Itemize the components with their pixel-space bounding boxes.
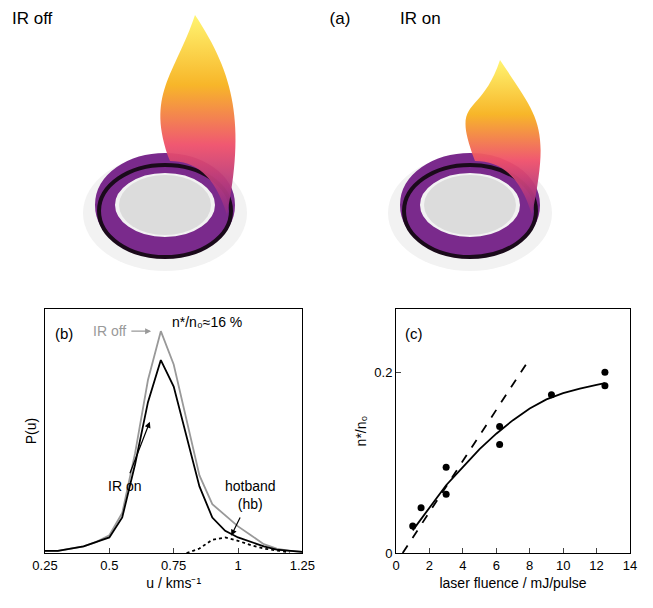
svg-text:0: 0 <box>385 546 392 561</box>
svg-text:1.25: 1.25 <box>290 558 315 573</box>
svg-text:(c): (c) <box>405 325 423 342</box>
svg-text:14: 14 <box>623 558 637 573</box>
svg-text:12: 12 <box>589 558 603 573</box>
svg-text:IR off: IR off <box>93 323 126 339</box>
svg-text:10: 10 <box>556 558 570 573</box>
svg-text:laser fluence / mJ/pulse: laser fluence / mJ/pulse <box>439 575 586 591</box>
svg-text:n*/n₀: n*/n₀ <box>353 415 369 446</box>
svg-text:4: 4 <box>459 558 466 573</box>
svg-text:IR off: IR off <box>12 9 53 28</box>
svg-text:u / kms⁻¹: u / kms⁻¹ <box>146 575 201 591</box>
svg-text:6: 6 <box>493 558 500 573</box>
svg-text:0.5: 0.5 <box>100 558 118 573</box>
svg-text:(b): (b) <box>55 325 73 342</box>
svg-text:n*/n₀≈16 %: n*/n₀≈16 % <box>172 314 242 330</box>
svg-text:0.2: 0.2 <box>374 365 392 380</box>
svg-text:2: 2 <box>426 558 433 573</box>
svg-text:1: 1 <box>234 558 241 573</box>
svg-text:0.75: 0.75 <box>161 558 186 573</box>
svg-text:IR on: IR on <box>108 478 141 494</box>
svg-text:0.25: 0.25 <box>32 558 57 573</box>
svg-text:P(u): P(u) <box>23 418 39 444</box>
svg-text:hotband(hb): hotband(hb) <box>225 478 276 512</box>
svg-text:IR on: IR on <box>400 9 441 28</box>
svg-text:(a): (a) <box>330 9 351 28</box>
svg-text:8: 8 <box>526 558 533 573</box>
svg-text:0: 0 <box>392 558 399 573</box>
